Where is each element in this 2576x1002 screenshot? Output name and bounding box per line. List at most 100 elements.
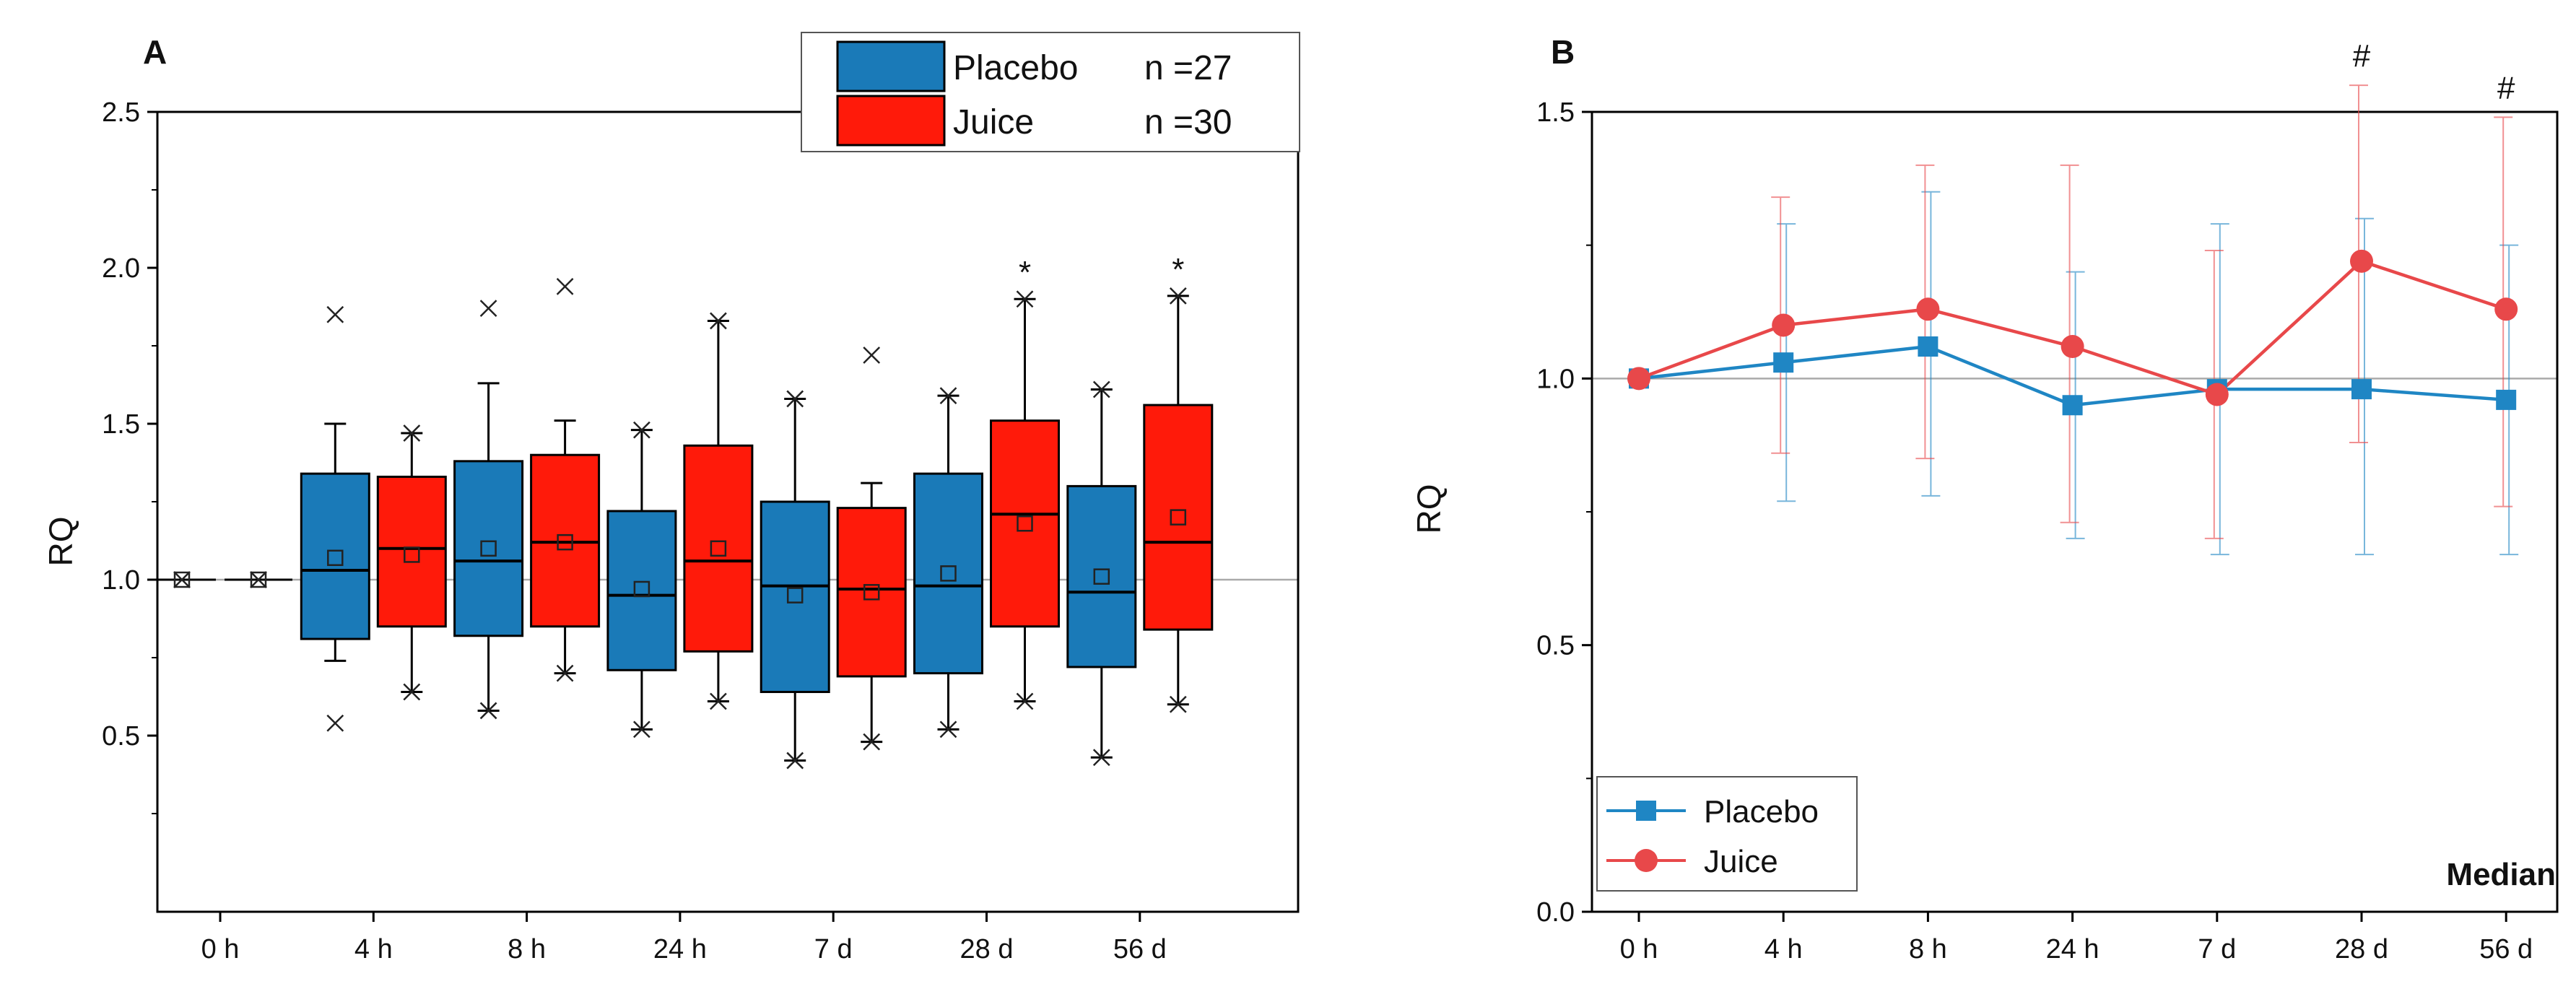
outlier-marker: [710, 692, 727, 710]
outlier-marker: [479, 300, 497, 318]
legend-swatch-juice: [836, 95, 946, 147]
mean-marker: [327, 549, 344, 567]
outlier-marker: [326, 305, 344, 323]
outlier-marker-stroke: [863, 347, 881, 364]
outlier-marker-stroke: [939, 720, 957, 739]
box-juice-1: [376, 424, 447, 701]
legend-n-juice: n =30: [1144, 103, 1232, 141]
y-tick-label: 1.5: [1536, 97, 1575, 128]
data-point-juice: [2350, 249, 2373, 273]
x-tick-label: 7 d: [2198, 934, 2236, 964]
box-juice-5: [990, 290, 1060, 710]
data-point-placebo: [2496, 389, 2517, 410]
panel-a-y-ticks: 0.5 1.0 1.5 2.0 2.5: [102, 97, 157, 814]
panel-b-letter: B: [1551, 33, 1575, 71]
box-placebo-2: [453, 300, 524, 720]
legend-label-placebo: Placebo: [953, 49, 1078, 87]
panel-a-plot-frame: [156, 110, 1300, 913]
outlier-marker: [1092, 749, 1110, 767]
outlier-marker-stroke: [710, 312, 727, 330]
x-tick-label: 28 d: [960, 934, 1014, 964]
y-tick-label: 1.0: [1536, 364, 1575, 394]
box-body: [760, 500, 830, 694]
data-point-juice: [1627, 367, 1650, 391]
box-placebo-1: [300, 305, 370, 732]
series-line-juice: [1638, 259, 2507, 397]
box-placebo-5: [913, 387, 983, 739]
box-juice-2: [530, 278, 601, 682]
y-tick-label: 1.0: [102, 565, 140, 596]
mean-marker: [863, 584, 880, 601]
outlier-marker: [556, 278, 574, 295]
significance-marker: #: [2497, 70, 2515, 105]
outlier-marker-stroke: [403, 424, 421, 442]
panel-a-legend: Placebo n =27 Juice n =30: [801, 32, 1300, 152]
data-point-juice: [1772, 313, 1796, 337]
mean-marker: [940, 565, 957, 582]
significance-marker: *: [1172, 252, 1184, 287]
outlier-marker-stroke: [556, 278, 574, 295]
mean-marker: [404, 546, 420, 563]
outlier-marker: [250, 571, 267, 588]
outlier-marker-stroke: [1092, 749, 1110, 767]
x-tick-label: 0 h: [1620, 934, 1658, 964]
outlier-marker: [633, 720, 650, 739]
box-body: [530, 453, 601, 628]
box-juice-0: [225, 571, 292, 588]
x-tick-label: 24 h: [653, 934, 707, 964]
outlier-marker: [1169, 287, 1187, 305]
significance-marker: #: [2353, 38, 2371, 74]
x-tick-label: 8 h: [1909, 934, 1947, 964]
x-tick-label: 8 h: [508, 934, 546, 964]
outlier-marker: [1016, 290, 1034, 308]
panel-b-y-ticks: 0.0 0.5 1.0 1.5: [1536, 97, 1592, 928]
outlier-marker: [863, 733, 881, 751]
outlier-marker-stroke: [173, 571, 191, 588]
outlier-marker-stroke: [786, 752, 804, 770]
outlier-marker-stroke: [863, 733, 881, 751]
mean-marker: [557, 533, 573, 551]
legend-marker-juice: [1635, 849, 1658, 872]
outlier-marker-stroke: [1169, 287, 1187, 305]
panel-b-x-ticks: 0 h 4 h 8 h 24 h 7 d 28 d 56 d: [1620, 912, 2533, 964]
outlier-marker: [710, 312, 727, 330]
data-point-placebo: [2062, 395, 2083, 416]
panel-a-annotations: * *: [1019, 252, 1184, 290]
box-juice-3: [683, 312, 754, 710]
x-tick-label: 28 d: [2335, 934, 2388, 964]
outlier-marker: [786, 390, 804, 408]
mean-marker: [786, 587, 804, 604]
outlier-marker: [326, 714, 344, 732]
panel-b-statistic-label: Median: [2446, 857, 2556, 892]
outlier-marker: [556, 664, 574, 682]
x-tick-label: 24 h: [2046, 934, 2099, 964]
panel-b-y-axis-title: RQ: [1410, 484, 1448, 534]
outlier-marker-stroke: [710, 692, 727, 710]
mean-marker: [173, 571, 191, 588]
mean-marker: [480, 540, 497, 557]
outlier-marker-stroke: [326, 305, 344, 323]
box-body: [990, 419, 1060, 628]
outlier-marker-stroke: [326, 714, 344, 732]
panel-a-boxes: [148, 278, 1214, 770]
y-tick-label: 1.5: [102, 409, 140, 440]
panel-a-x-ticks: 0 h 4 h 8 h 24 h 7 d 28 d 56 d: [201, 912, 1167, 964]
box-placebo-4: [760, 390, 830, 770]
outlier-marker: [786, 752, 804, 770]
panel-b-legend-frame: [1596, 776, 1858, 892]
y-tick-label: 2.0: [102, 253, 140, 284]
outlier-marker: [403, 683, 421, 701]
outlier-marker: [479, 702, 497, 720]
outlier-marker: [1169, 695, 1187, 713]
data-point-placebo: [1918, 336, 1938, 357]
mean-marker: [1093, 568, 1110, 585]
outlier-marker: [173, 571, 191, 588]
outlier-marker: [633, 421, 650, 439]
outlier-marker-stroke: [633, 421, 650, 439]
outlier-marker: [939, 720, 957, 739]
panel-b-annotations: ##: [2353, 38, 2515, 105]
x-tick-label: 0 h: [201, 934, 240, 964]
box-body: [683, 444, 754, 653]
